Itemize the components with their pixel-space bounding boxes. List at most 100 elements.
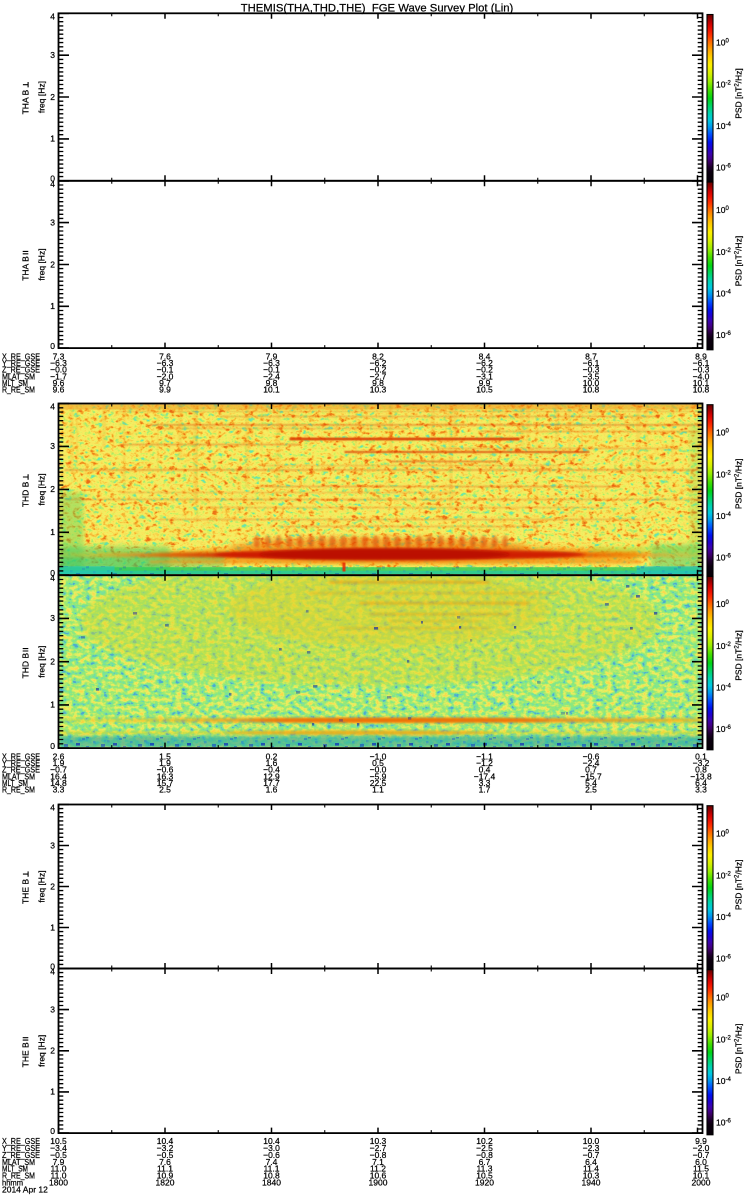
svg-text:10-4: 10-4 — [716, 1076, 731, 1086]
svg-text:PSD [nT2/Hz]: PSD [nT2/Hz] — [734, 459, 744, 510]
svg-text:1: 1 — [50, 134, 55, 144]
svg-text:10-2: 10-2 — [716, 641, 731, 651]
svg-text:6.4: 6.4 — [695, 778, 707, 788]
svg-text:9.9: 9.9 — [479, 378, 491, 388]
svg-text:7.9: 7.9 — [53, 1157, 65, 1167]
svg-text:−13.8: −13.8 — [690, 771, 712, 781]
svg-text:PSD [nT2/Hz]: PSD [nT2/Hz] — [734, 860, 744, 911]
svg-text:10.1: 10.1 — [693, 1171, 710, 1181]
svg-text:2: 2 — [50, 881, 55, 891]
svg-text:−3.0: −3.0 — [263, 1143, 280, 1153]
svg-text:10-2: 10-2 — [716, 247, 731, 257]
svg-text:11.0: 11.0 — [51, 1164, 67, 1174]
svg-text:15.7: 15.7 — [157, 778, 174, 788]
svg-text:3: 3 — [50, 613, 55, 623]
svg-text:−6.3: −6.3 — [50, 358, 67, 368]
svg-text:0: 0 — [50, 568, 55, 578]
svg-text:0.5: 0.5 — [372, 758, 384, 768]
svg-text:−6.1: −6.1 — [693, 358, 710, 368]
svg-text:−3.2: −3.2 — [157, 1143, 174, 1153]
svg-text:−0.6: −0.6 — [157, 765, 174, 775]
svg-text:10.8: 10.8 — [263, 1171, 280, 1181]
svg-text:10.4: 10.4 — [157, 1136, 174, 1146]
svg-text:−0.0: −0.0 — [50, 365, 67, 375]
svg-text:10.1: 10.1 — [693, 378, 710, 388]
svg-text:THD B: THD B — [21, 481, 31, 507]
svg-text:THE B: THE B — [21, 879, 31, 904]
svg-text:10.0: 10.0 — [583, 378, 600, 388]
svg-text:10-4: 10-4 — [716, 511, 731, 521]
svg-text:−2.7: −2.7 — [370, 371, 387, 381]
svg-text:3.3: 3.3 — [695, 785, 707, 795]
svg-text:10.3: 10.3 — [370, 1136, 387, 1146]
svg-text:−6.3: −6.3 — [263, 358, 280, 368]
svg-text:10.5: 10.5 — [50, 1136, 67, 1146]
svg-text:10-6: 10-6 — [716, 553, 731, 563]
svg-text:1840: 1840 — [262, 1178, 281, 1188]
svg-text:22.5: 22.5 — [370, 778, 387, 788]
svg-text:10.6: 10.6 — [370, 1171, 387, 1181]
svg-text:freq [Hz]: freq [Hz] — [37, 473, 47, 505]
svg-text:R_RE_SM: R_RE_SM — [2, 786, 35, 795]
svg-text:10.8: 10.8 — [693, 385, 710, 395]
svg-text:6.4: 6.4 — [585, 1157, 597, 1167]
svg-text:−3.4: −3.4 — [50, 1143, 67, 1153]
svg-text:2.6: 2.6 — [53, 751, 65, 761]
svg-text:4: 4 — [50, 573, 55, 583]
svg-text:−1.1: −1.1 — [476, 751, 493, 761]
svg-text:MLAT_SM: MLAT_SM — [2, 1158, 35, 1167]
svg-text:−0.4: −0.4 — [263, 765, 280, 775]
svg-text:10-2: 10-2 — [716, 79, 731, 89]
svg-text:−0.7: −0.7 — [583, 1150, 600, 1160]
svg-text:THA B: THA B — [21, 89, 31, 114]
svg-text:0.1: 0.1 — [695, 751, 707, 761]
svg-text:100: 100 — [716, 428, 729, 438]
svg-text:8.9: 8.9 — [695, 351, 707, 361]
svg-text:−0.1: −0.1 — [157, 365, 174, 375]
svg-text:7.4: 7.4 — [266, 1157, 278, 1167]
svg-text:−6.1: −6.1 — [583, 358, 600, 368]
svg-text:−0.5: −0.5 — [157, 1150, 174, 1160]
svg-text:10-4: 10-4 — [716, 121, 731, 131]
svg-text:MLAT_SM: MLAT_SM — [2, 772, 35, 781]
svg-text:−17.4: −17.4 — [474, 771, 496, 781]
svg-text:14.8: 14.8 — [50, 778, 67, 788]
svg-text:10-4: 10-4 — [716, 912, 731, 922]
svg-text:0: 0 — [50, 961, 55, 971]
svg-text:9.6: 9.6 — [53, 385, 65, 395]
svg-text:−4.0: −4.0 — [693, 371, 710, 381]
svg-text:12.9: 12.9 — [263, 771, 280, 781]
svg-text:1800: 1800 — [49, 1178, 68, 1188]
svg-text:10.5: 10.5 — [476, 385, 493, 395]
svg-text:9.6: 9.6 — [53, 378, 65, 388]
svg-text:3: 3 — [50, 217, 55, 227]
svg-text:16.4: 16.4 — [50, 771, 67, 781]
svg-text:2: 2 — [50, 1046, 55, 1056]
svg-text:5.4: 5.4 — [585, 778, 597, 788]
svg-text:−3.5: −3.5 — [583, 371, 600, 381]
svg-text:1: 1 — [50, 527, 55, 537]
svg-text:−0.7: −0.7 — [50, 765, 67, 775]
svg-text:7.1: 7.1 — [372, 1157, 384, 1167]
svg-text:−2.5: −2.5 — [476, 1143, 493, 1153]
svg-text:10.4: 10.4 — [263, 1136, 280, 1146]
svg-text:2.5: 2.5 — [585, 785, 597, 795]
svg-text:11.1: 11.1 — [264, 1164, 280, 1174]
svg-text:R_RE_SM: R_RE_SM — [2, 386, 35, 395]
svg-text:11.4: 11.4 — [583, 1164, 599, 1174]
svg-text:1.1: 1.1 — [372, 785, 384, 795]
svg-text:THD B: THD B — [21, 653, 31, 679]
svg-text:THA B: THA B — [21, 256, 31, 281]
svg-text:−1.2: −1.2 — [476, 758, 493, 768]
svg-text:11.0: 11.0 — [51, 1171, 67, 1181]
svg-text:3: 3 — [50, 441, 55, 451]
svg-text:R_RE_SM: R_RE_SM — [2, 1172, 35, 1181]
svg-text:Y_RE_GSE: Y_RE_GSE — [2, 1144, 40, 1153]
svg-text:3: 3 — [50, 50, 55, 60]
svg-text:−2.0: −2.0 — [693, 1143, 710, 1153]
svg-text:−0.2: −0.2 — [476, 365, 493, 375]
svg-text:X_RE_GSE: X_RE_GSE — [2, 352, 40, 361]
svg-text:1: 1 — [50, 1087, 55, 1097]
svg-text:10-6: 10-6 — [716, 1118, 731, 1128]
svg-text:−1.0: −1.0 — [370, 751, 387, 761]
